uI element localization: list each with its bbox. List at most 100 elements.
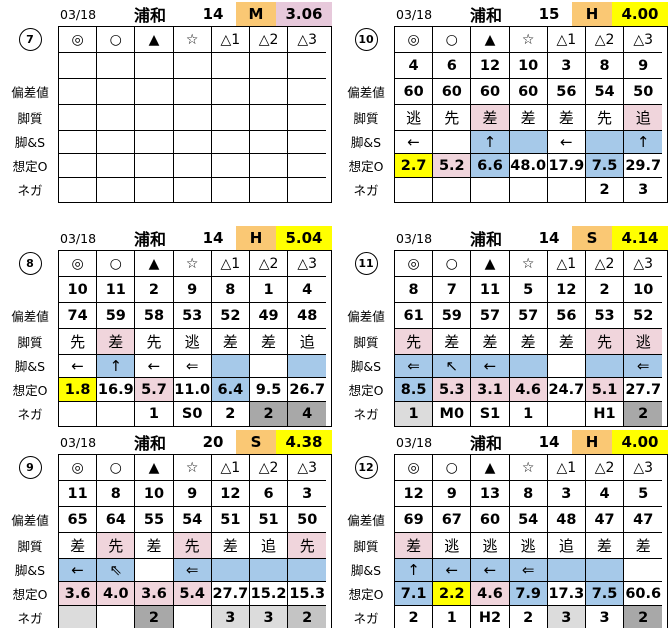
kyaku-s-arrow-cell [249,131,289,154]
symbol-cell: ◎ [59,455,98,481]
deviation-cell: 47 [624,507,663,533]
nega-cell [135,178,174,202]
horse-number-cell [211,53,250,79]
symbol-cell: ▲ [135,27,174,53]
deviation-cell: 54 [585,79,625,105]
assumed-odds-cell: 7.5 [585,154,625,178]
row-label-kyaku-s: 脚&S [350,135,382,150]
assumed-odds-cell: 29.7 [624,154,663,178]
deviation-cell: 55 [135,507,174,533]
running-style-cell: 追 [624,105,663,131]
horse-number-cell: 10 [624,277,663,303]
nega-cell: 2 [624,606,663,628]
table-block-race-9: 9 偏差値 脚質 脚&S 想定O ネガ 03/18 浦和 20 S 4.38 ◎… [2,430,332,628]
kyaku-s-arrow-cell: ← [395,131,434,154]
horse-number-cell [173,53,212,79]
deviation-cell: 50 [288,507,327,533]
symbol-cell: △1 [211,27,250,53]
row-label-kyaku-s: 脚&S [14,359,46,374]
symbol-cell: △3 [288,251,327,277]
kyaku-s-arrow-cell [585,131,625,154]
assumed-odds-cell: 17.9 [547,154,586,178]
symbol-cell: ☆ [173,251,212,277]
table-header: 03/18 浦和 14 H 5.04 [58,226,332,250]
symbol-cell: △1 [547,251,586,277]
running-style-cell: 先 [59,329,98,355]
table-content: 03/18 浦和 15 H 4.00 ◎ ○ ▲ ☆ △1 △2 △3 4 6 12 10 3 8 9 60… [394,2,668,203]
horse-number-cell: 8 [585,53,625,79]
nega-cell [97,178,136,202]
row-label-column: 7 偏差値 脚質 脚&S 想定O ネガ [2,2,58,201]
assumed-odds-cell [288,154,327,178]
horse-number-cell: 11 [471,277,510,303]
deviation-cell [97,79,136,105]
assumed-odds-cell: 7.1 [395,582,434,606]
table-header: 03/18 浦和 20 S 4.38 [58,430,332,454]
symbol-cell: ○ [97,251,136,277]
running-style-cell: 追 [547,533,586,559]
venue-label: 浦和 [133,230,166,249]
deviation-cell: 69 [395,507,434,533]
symbol-cell: △2 [249,455,289,481]
race-number-label: 20 [202,433,224,451]
kyaku-s-arrow-cell: ⇐ [509,559,548,582]
assumed-odds-cell [249,154,289,178]
running-style-cell: 逃 [395,105,434,131]
assumed-odds-cell: 15.3 [288,582,327,606]
deviation-cell: 60 [509,79,548,105]
nega-cell: M0 [433,402,472,426]
nega-cell: 3 [638,182,649,198]
horse-number-cell: 4 [585,481,625,507]
symbol-cell: ◎ [395,455,434,481]
running-style-cell: 差 [509,105,548,131]
running-style-cell: 先 [97,533,136,559]
symbol-cell: ○ [433,27,472,53]
symbol-cell: ▲ [471,251,510,277]
horse-number-cell: 1 [249,277,289,303]
row-label-kyaku-s: 脚&S [14,135,46,150]
symbol-cell: ◎ [395,251,434,277]
odds-value-badge: 3.06 [276,2,332,26]
assumed-odds-cell: 27.7 [211,582,250,606]
running-style-cell: 追 [249,533,289,559]
assumed-odds-cell: 5.7 [135,378,174,402]
horse-number-cell: 13 [471,481,510,507]
assumed-odds-cell: 6.6 [471,154,510,178]
date-label: 03/18 [396,434,433,450]
venue-label: 浦和 [133,434,166,453]
running-style-cell: 差 [547,329,586,355]
running-style-cell: 差 [249,329,289,355]
horse-number-cell: 4 [395,53,434,79]
assumed-odds-cell: 5.3 [433,378,472,402]
symbol-cell: △2 [585,455,625,481]
deviation-cell: 48 [288,303,327,329]
row-label-running-style: 脚質 [353,110,379,126]
row-label-column: 11 偏差値 脚質 脚&S 想定O ネガ [338,226,394,425]
circle-number-badge: 11 [338,250,394,276]
circle-number-badge: 7 [2,26,58,52]
kyaku-s-arrow-cell: ← [433,559,472,582]
kyaku-s-arrow-cell [135,559,174,582]
kyaku-s-arrow-cell [59,131,98,154]
running-style-cell: 差 [433,329,472,355]
deviation-cell: 53 [585,303,625,329]
deviation-cell: 59 [97,303,136,329]
kyaku-s-arrow-cell [433,131,472,154]
table-block-race-11: 11 偏差値 脚質 脚&S 想定O ネガ 03/18 浦和 14 S 4.14 … [338,226,668,427]
nega-cell: 2 [212,402,250,426]
kyaku-s-arrow-cell [211,559,250,582]
race-number-label: 14 [538,229,560,247]
odds-value-badge: 4.14 [612,226,668,250]
horse-number-cell: 2 [585,277,625,303]
assumed-odds-cell: 5.4 [173,582,212,606]
table-content: 03/18 浦和 14 H 4.00 ◎ ○ ▲ ☆ △1 △2 △3 12 9 13 8 3 4 5 69… [394,430,668,628]
assumed-odds-cell [211,154,250,178]
symbol-cell: △2 [585,27,625,53]
table-block-race-7: 7 偏差値 脚質 脚&S 想定O ネガ 03/18 浦和 14 M 3.06 ◎… [2,2,332,203]
data-grid: ◎ ○ ▲ ☆ △1 △2 △3 8 7 11 5 12 2 10 61 59 57 57 56 53 52 先差差差差先… [394,250,668,427]
kyaku-s-arrow-cell [97,131,136,154]
nega-cell [548,402,586,426]
horse-number-cell: 8 [211,277,250,303]
horse-number-cell: 4 [288,277,327,303]
